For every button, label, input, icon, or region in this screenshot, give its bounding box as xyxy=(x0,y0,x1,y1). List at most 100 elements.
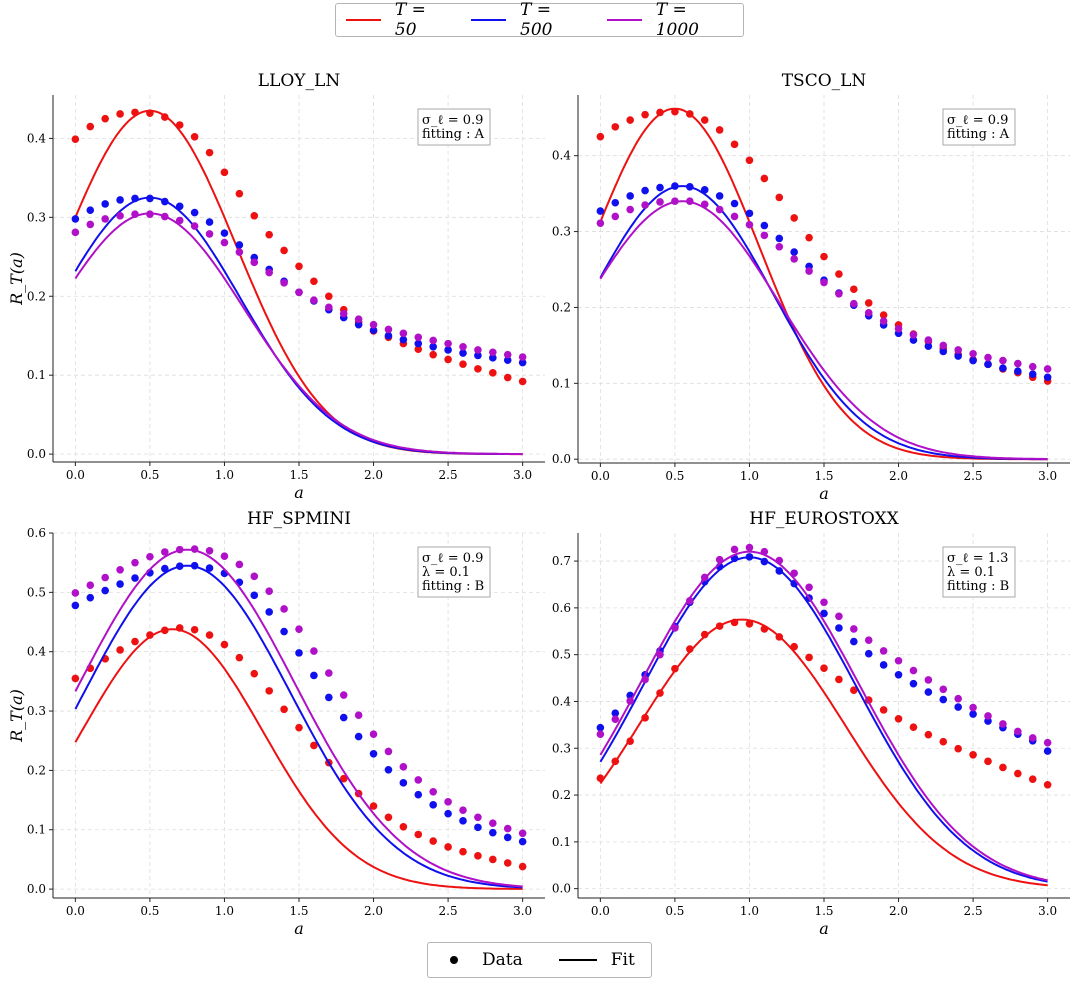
data-point xyxy=(175,545,184,554)
fit-line-series-3 xyxy=(74,548,523,888)
data-point xyxy=(611,212,620,221)
data-point xyxy=(1043,738,1052,747)
annotation-line: λ = 0.1 xyxy=(422,565,470,580)
data-point xyxy=(280,705,288,714)
y-tick-label: 0.3 xyxy=(552,225,571,239)
data-point xyxy=(175,121,184,129)
data-point xyxy=(131,210,139,218)
data-point xyxy=(429,837,437,845)
y-tick-label: 0.2 xyxy=(27,289,46,303)
data-point xyxy=(656,650,664,659)
data-point xyxy=(864,649,873,658)
data-point xyxy=(131,637,139,646)
data-point xyxy=(775,556,784,565)
y-tick-label: 0.4 xyxy=(552,694,571,708)
data-point xyxy=(715,205,724,214)
legend-label-t50: T = 50 xyxy=(394,0,426,40)
data-point xyxy=(1014,727,1022,736)
data-point xyxy=(805,583,813,592)
y-tick-label: 0.3 xyxy=(27,210,46,224)
data-point xyxy=(656,108,664,117)
data-point xyxy=(596,207,605,215)
data-point xyxy=(250,669,259,678)
data-point xyxy=(101,573,109,582)
data-point xyxy=(116,580,124,588)
data-point xyxy=(369,749,378,758)
data-point xyxy=(850,285,858,294)
x-tick-label: 1.0 xyxy=(740,904,759,918)
data-point xyxy=(850,686,858,695)
data-point xyxy=(205,564,214,572)
data-point xyxy=(745,543,754,552)
data-point xyxy=(686,197,694,206)
data-point xyxy=(656,689,664,697)
y-tick-label: 0.2 xyxy=(27,763,46,777)
panel-title: LLOY_LN xyxy=(258,71,341,91)
data-point xyxy=(220,640,229,649)
data-point xyxy=(384,325,393,334)
data-point xyxy=(86,206,95,215)
annotation-line: fitting : B xyxy=(422,579,484,594)
data-point xyxy=(909,679,918,688)
data-point xyxy=(969,356,977,365)
data-point xyxy=(596,132,605,141)
data-point xyxy=(459,847,467,856)
data-point xyxy=(429,787,437,796)
data-point xyxy=(1043,780,1052,789)
y-tick-label: 0.4 xyxy=(27,131,46,145)
x-axis-label: a xyxy=(294,483,304,502)
data-point xyxy=(71,589,80,597)
data-point xyxy=(71,228,80,237)
data-point xyxy=(131,558,139,567)
data-point xyxy=(131,574,139,582)
data-point xyxy=(924,336,933,344)
data-point xyxy=(250,258,259,267)
data-point xyxy=(354,315,363,323)
data-point xyxy=(310,296,318,305)
x-tick-label: 0.5 xyxy=(665,904,684,918)
data-point xyxy=(384,331,393,340)
data-point xyxy=(205,547,214,555)
data-point xyxy=(71,601,80,610)
data-point xyxy=(686,645,694,653)
data-point xyxy=(596,774,605,783)
data-point xyxy=(715,192,724,200)
data-point xyxy=(399,779,408,787)
data-point xyxy=(369,802,378,810)
data-point xyxy=(805,653,813,662)
data-point xyxy=(939,737,948,746)
data-point xyxy=(474,813,482,822)
x-tick-label: 2.5 xyxy=(439,468,458,482)
data-point xyxy=(518,358,527,367)
data-point xyxy=(820,278,828,287)
annotation-line: λ = 0.1 xyxy=(947,565,995,580)
x-tick-label: 0.0 xyxy=(591,469,610,483)
legend-line-t50 xyxy=(346,19,381,21)
data-point xyxy=(474,351,482,360)
data-point xyxy=(894,714,903,723)
data-point xyxy=(116,211,124,220)
data-point xyxy=(999,763,1007,772)
data-point xyxy=(999,356,1007,365)
legend-data-marker xyxy=(450,956,458,964)
data-point xyxy=(611,709,620,717)
annotation-line: σ_ℓ = 0.9 xyxy=(422,113,483,128)
data-point xyxy=(161,113,169,121)
data-point xyxy=(700,630,709,639)
data-point xyxy=(626,697,634,705)
data-point xyxy=(161,626,169,635)
annotation-line: σ_ℓ = 0.9 xyxy=(422,551,483,566)
data-point xyxy=(146,210,154,218)
x-tick-label: 2.0 xyxy=(364,468,383,482)
annotation-line: fitting : A xyxy=(422,127,485,142)
data-point xyxy=(459,342,467,351)
data-point xyxy=(641,201,649,209)
data-point xyxy=(790,255,798,263)
data-point xyxy=(205,230,214,238)
data-point xyxy=(250,572,259,581)
data-point xyxy=(220,229,229,237)
data-point xyxy=(760,557,769,566)
data-point xyxy=(924,688,933,696)
data-point xyxy=(220,238,229,247)
x-tick-label: 0.0 xyxy=(66,904,85,918)
